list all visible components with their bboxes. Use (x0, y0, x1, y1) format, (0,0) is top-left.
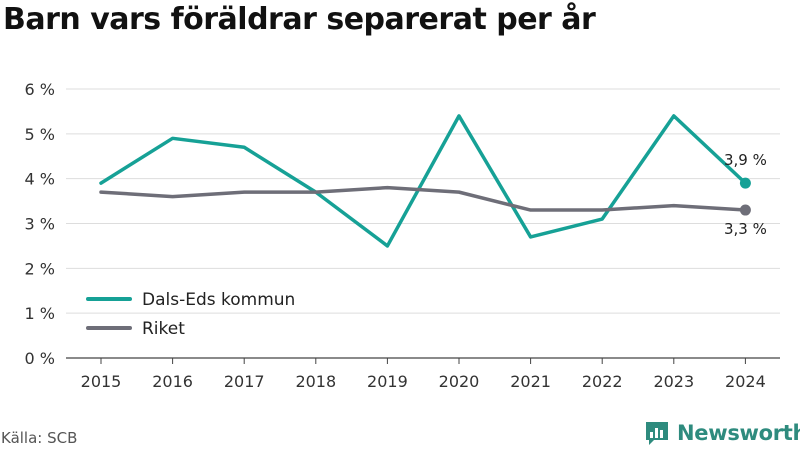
legend-label-0: Dals-Eds kommun (142, 290, 295, 310)
series-end-label-0: 3,9 % (724, 151, 767, 169)
x-axis-ticks: 2015 2016 2017 2018 2019 2020 2021 2022 2023 2024 (81, 358, 766, 391)
grid-lines (66, 88, 780, 359)
legend: Dals-Eds kommun Riket (86, 290, 295, 339)
x-tick-label: 2024 (725, 372, 766, 391)
x-tick-label: 2018 (295, 372, 336, 391)
y-tick-label: 5 % (25, 125, 55, 144)
series-line-0 (99, 114, 748, 248)
brand-logo: Newsworthy (644, 418, 800, 448)
series-lines: 3,9 % 3,3 % (99, 114, 767, 248)
x-tick-label: 2023 (653, 372, 694, 391)
legend-label-1: Riket (142, 319, 185, 339)
x-tick-label: 2022 (582, 372, 623, 391)
y-tick-label: 3 % (25, 215, 55, 234)
newsworthy-logo-icon (646, 422, 668, 445)
chart-title: Barn vars föräldrar separerat per år (3, 2, 596, 37)
series-line-1 (99, 185, 748, 212)
x-tick-label: 2019 (367, 372, 408, 391)
series-end-label-1: 3,3 % (724, 220, 767, 238)
y-tick-label: 1 % (25, 304, 55, 323)
y-tick-label: 4 % (25, 170, 55, 189)
series-end-point-0 (739, 177, 751, 189)
series-end-point-1 (739, 204, 751, 216)
x-tick-label: 2017 (224, 372, 265, 391)
x-tick-label: 2020 (439, 372, 480, 391)
brand-name: Newsworthy (677, 421, 800, 445)
y-tick-label: 6 % (25, 80, 55, 99)
y-tick-label: 2 % (25, 259, 55, 278)
x-tick-label: 2021 (510, 372, 551, 391)
x-tick-label: 2016 (152, 372, 193, 391)
source-note: Källa: SCB (1, 429, 78, 447)
x-tick-label: 2015 (81, 372, 122, 391)
y-axis-ticks: 0 % 1 % 2 % 3 % 4 % 5 % 6 % (25, 80, 55, 368)
y-tick-label: 0 % (25, 349, 55, 368)
